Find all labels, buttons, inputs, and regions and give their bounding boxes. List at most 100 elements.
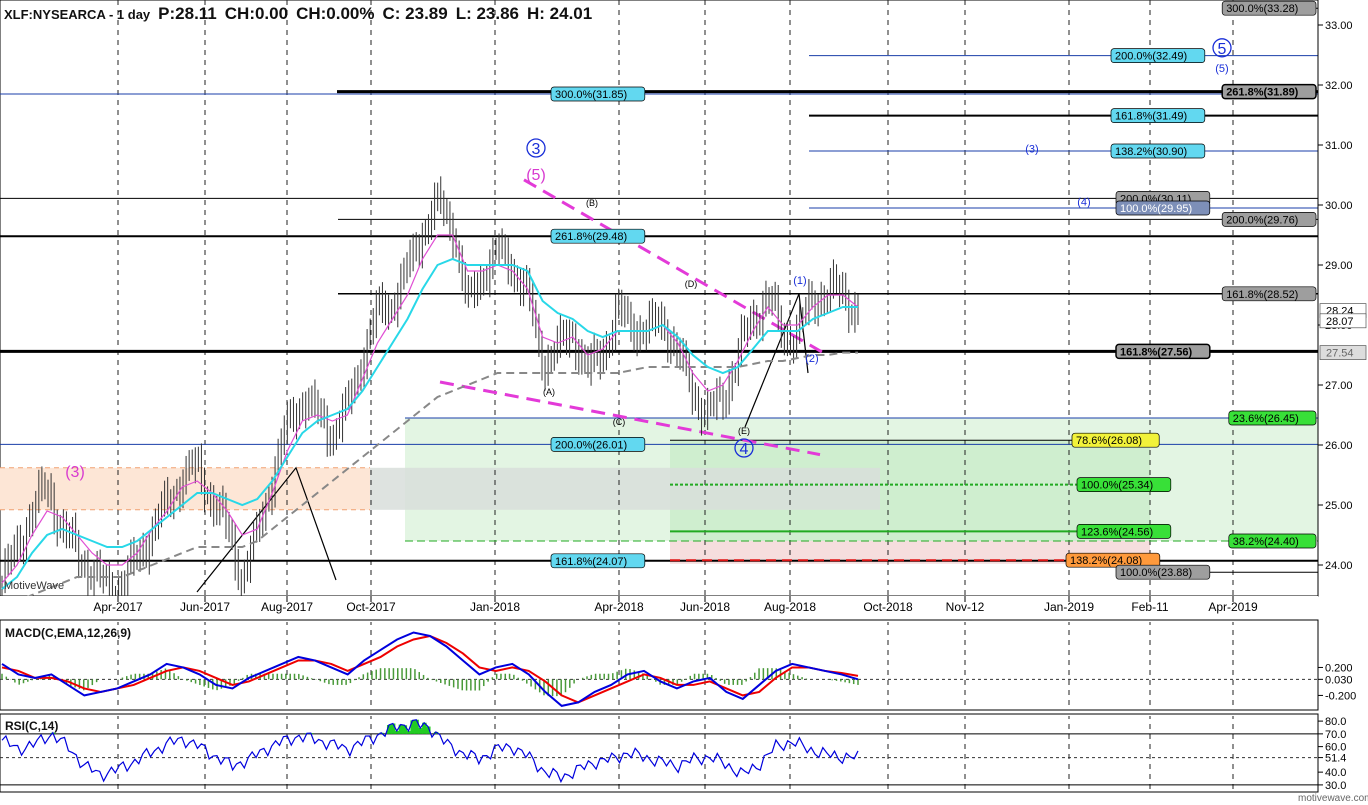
time-tick-label-10: Jan-2019 [1044, 600, 1094, 614]
rsi-tick-label-4: 40.0 [1325, 767, 1346, 779]
moving-averages [1, 234, 859, 596]
price-tick-label-7: 31.00 [1325, 140, 1353, 152]
rsi-pane [0, 713, 1319, 793]
wave-circle-0 [526, 138, 546, 158]
red-zone [670, 541, 1150, 564]
rsi-axis: 80.070.060.051.4 40.030.0 [1317, 714, 1368, 792]
rsi-tick-label-5: 30.0 [1325, 780, 1346, 792]
rsi-ob-fill-99 [386, 724, 392, 734]
fib-zones [0, 418, 1318, 564]
fib-label-box-12 [1228, 410, 1317, 426]
rsi-axis-bg [1318, 714, 1368, 792]
price-tag-1: 28.07 [1326, 316, 1354, 328]
price-tick-label-1: 25.00 [1325, 500, 1353, 512]
fib-label-15: 100.0%(25.34) [1081, 480, 1153, 492]
macd-tick-label-0: 0.200 [1325, 662, 1353, 674]
macd-line [1, 631, 859, 707]
fib-label-9: 261.8%(29.48) [555, 231, 627, 243]
fib-label-4: 200.0%(32.49) [1115, 51, 1187, 63]
wave-label-6: (4) [1077, 196, 1090, 208]
fib-label-17: 38.2%(24.40) [1233, 536, 1299, 548]
fib-label-box-11 [1115, 343, 1211, 360]
rsi-ob-fill-104 [406, 731, 412, 734]
price-tick-label-2: 26.00 [1325, 440, 1353, 452]
fib-label-box-9 [550, 228, 646, 244]
wave-path-right [744, 293, 809, 428]
fib-label-13: 200.0%(26.01) [555, 439, 627, 451]
high-label: H: 24.01 [527, 4, 593, 23]
wave-label-3: 5 [1218, 41, 1227, 58]
fib-label-10: 161.8%(28.52) [1226, 289, 1298, 301]
fib-label-5: 300.0%(33.28) [1226, 3, 1298, 15]
wave-label-4: (5) [1215, 63, 1228, 75]
macd-title: MACD(C,EMA,12,26,9) [5, 626, 132, 640]
time-axis: Apr-2017 Jun-2017 Aug-2017 Oct-2017 Jan-2018… [0, 596, 1318, 618]
ma-grey-line [26, 351, 858, 596]
fib-label-box-8 [1221, 212, 1317, 227]
wave-label-11: (B) [586, 198, 598, 208]
fib-label-7: 100.0%(29.95) [1120, 203, 1192, 215]
rsi-ob-fill-105 [410, 720, 415, 734]
wave-label-1: (5) [526, 167, 546, 184]
fib-label-18: 161.8%(24.07) [555, 556, 627, 568]
fib-label-16: 123.6%(24.56) [1081, 526, 1153, 538]
macd-pane [0, 619, 1319, 711]
wave-circle-3 [1212, 38, 1232, 58]
price-axis-bg [1318, 0, 1368, 596]
fib-label-box-3 [1110, 143, 1206, 159]
close-label: C: 23.89 [382, 4, 448, 23]
rsi-ob-fill-107 [418, 728, 423, 734]
price-tick-label-8: 32.00 [1325, 80, 1353, 92]
chart-header: XLF:NYSEARCA - 1 day P:28.11 CH:0.00 CH:0.0… [4, 4, 600, 24]
wave-label-9: 4 [740, 441, 749, 458]
rsi-ob-fill-102 [398, 724, 404, 734]
rsi-tick-label-2: 60.0 [1325, 742, 1346, 754]
fib-label-11: 161.8%(27.56) [1120, 346, 1192, 358]
fib-label-box-5 [1221, 0, 1317, 16]
rsi-title: RSI(C,14) [5, 719, 59, 733]
rsi-tick-label-1: 70.0 [1325, 729, 1346, 741]
fib-label-19: 138.2%(24.08) [1070, 555, 1142, 567]
wave-label-8: (2) [805, 353, 818, 365]
fib-label-box-14 [1071, 432, 1160, 448]
time-tick-label-12: Apr-2019 [1208, 600, 1258, 614]
time-tick-label-2: Aug-2017 [261, 600, 313, 614]
macd-axis-bg [1318, 620, 1368, 710]
wave-label-7: (1) [793, 275, 806, 287]
fib-label-box-7 [1115, 200, 1211, 216]
rsi-ob-fill-111 [433, 731, 439, 734]
time-tick-label-5: Apr-2018 [594, 600, 644, 614]
fib-label-box-20 [1115, 564, 1211, 580]
fib-label-box-10 [1221, 286, 1317, 302]
fib-label-box-15 [1076, 477, 1172, 492]
fib-label-1: 300.0%(31.85) [555, 89, 627, 101]
price-tick-label-6: 30.00 [1325, 200, 1353, 212]
price-tag-box-1 [1319, 313, 1367, 329]
macd-tick-label-2: -0.200 [1325, 690, 1356, 702]
price-axis: 24.0025.0026.0027.0028.0029.0030.0031.00… [1317, 0, 1368, 596]
change-pct-label: CH:0.00% [296, 4, 375, 23]
fib-label-0: 261.8%(31.89) [1226, 87, 1298, 99]
fib-label-box-19 [1065, 552, 1161, 568]
price-tick-label-5: 29.00 [1325, 260, 1353, 272]
rsi-pane-frame [0, 713, 1319, 793]
ma-cyan-line [1, 257, 858, 590]
wave-label-13: (D) [685, 279, 698, 289]
time-tick-label-8: Oct-2018 [863, 600, 913, 614]
fib-label-2: 161.8%(31.49) [1115, 111, 1187, 123]
trend-lines [196, 178, 823, 593]
price-pane: 261.8%(31.89) 300.0%(31.85) 161.8%(31.49) 1… [0, 0, 1319, 597]
fib-label-14: 78.6%(26.08) [1076, 435, 1142, 447]
wave-label-12: (C) [613, 417, 626, 427]
change-label: CH:0.00 [224, 4, 289, 23]
time-tick-label-1: Jun-2017 [180, 600, 230, 614]
price-tag-box-2 [1319, 345, 1367, 360]
fib-label-box-0 [1221, 83, 1317, 100]
time-tick-label-4: Jan-2018 [470, 600, 520, 614]
symbol-label: XLF:NYSEARCA - 1 day [4, 7, 151, 22]
wave-label-0: 3 [532, 141, 541, 158]
price-tick-label-9: 33.00 [1325, 20, 1353, 32]
watermark-left: MotiveWave [4, 580, 65, 592]
time-tick-label-9: Nov-12 [946, 600, 985, 614]
